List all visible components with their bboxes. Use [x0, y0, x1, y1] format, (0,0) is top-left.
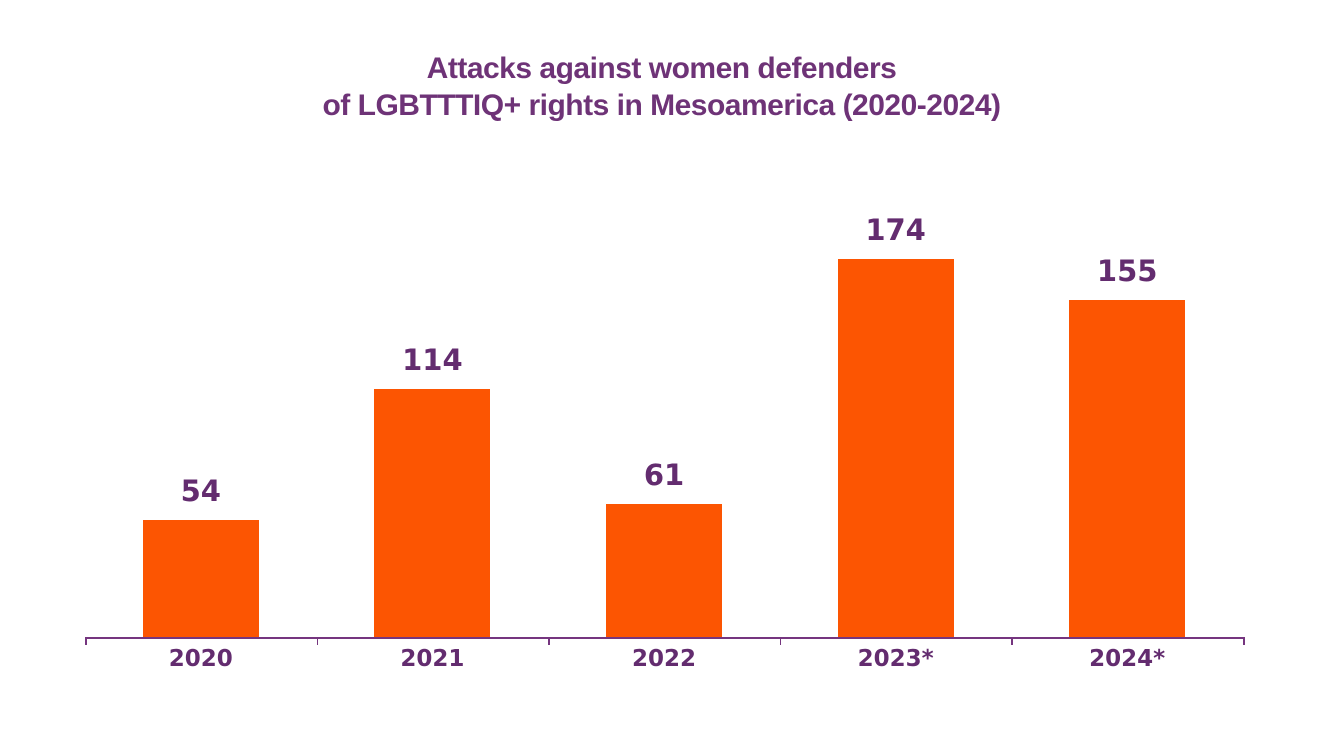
chart-title-line2: of LGBTTTIQ+ rights in Mesoamerica (2020… — [322, 89, 1001, 122]
x-axis-tick — [548, 637, 550, 645]
value-label-2023: 174 — [865, 213, 926, 247]
bar-2024 — [1069, 300, 1186, 637]
x-tick-label-2020: 2020 — [168, 646, 233, 672]
x-tick-label-2024: 2024* — [1089, 646, 1166, 672]
x-tick-label-2021: 2021 — [400, 646, 465, 672]
value-label-2021: 114 — [402, 343, 463, 378]
chart-title-line1: Attacks against women defenders — [426, 52, 897, 85]
x-axis-tick — [316, 637, 319, 645]
x-axis-tick — [1243, 637, 1245, 645]
value-label-2022: 61 — [643, 458, 685, 493]
x-axis-tick — [779, 637, 782, 645]
x-axis-tick — [1011, 637, 1013, 645]
value-label-2020: 54 — [180, 473, 221, 508]
x-tick-label-2022: 2022 — [631, 646, 696, 672]
x-axis-tick — [85, 637, 87, 645]
bar-2020 — [142, 519, 259, 637]
chart-title: Attacks against women defenders of LGBTT… — [0, 50, 1323, 124]
value-label-2024: 155 — [1096, 254, 1158, 289]
x-axis-line — [85, 637, 1243, 639]
bar-2023 — [837, 259, 954, 637]
x-tick-label-2023: 2023* — [857, 646, 934, 672]
bar-2022 — [606, 504, 722, 637]
bar-2021 — [374, 389, 491, 637]
